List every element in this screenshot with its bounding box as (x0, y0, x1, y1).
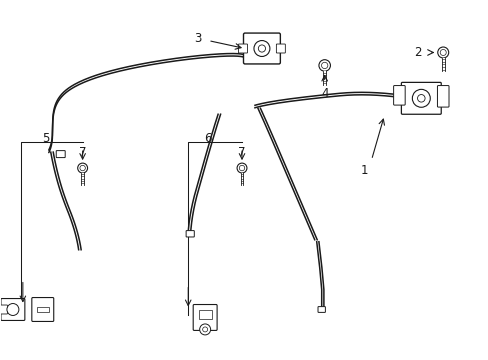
Circle shape (199, 324, 210, 335)
FancyBboxPatch shape (0, 305, 7, 314)
FancyBboxPatch shape (186, 231, 194, 237)
Text: 7: 7 (238, 145, 245, 159)
Circle shape (411, 89, 429, 107)
Bar (441, 58, 444, 71)
Bar (198, 310, 211, 319)
Circle shape (78, 163, 87, 173)
Circle shape (80, 165, 85, 171)
FancyBboxPatch shape (1, 298, 25, 320)
FancyBboxPatch shape (32, 298, 54, 321)
FancyBboxPatch shape (401, 82, 440, 114)
FancyBboxPatch shape (393, 86, 405, 105)
Text: 3: 3 (194, 32, 202, 45)
Circle shape (437, 47, 448, 58)
Bar (37, 306, 49, 312)
Circle shape (417, 95, 424, 102)
FancyBboxPatch shape (276, 44, 285, 53)
Text: 7: 7 (79, 145, 86, 159)
FancyBboxPatch shape (193, 305, 217, 330)
FancyBboxPatch shape (238, 44, 247, 53)
Text: 2: 2 (413, 46, 421, 59)
Circle shape (237, 163, 246, 173)
Text: 4: 4 (320, 87, 328, 100)
Text: 6: 6 (204, 132, 211, 145)
Text: 5: 5 (42, 132, 49, 145)
Circle shape (318, 60, 330, 71)
Text: 1: 1 (360, 164, 367, 177)
FancyBboxPatch shape (56, 150, 65, 158)
Bar (240, 173, 243, 185)
Circle shape (439, 49, 446, 55)
FancyBboxPatch shape (437, 86, 448, 107)
Circle shape (7, 303, 19, 315)
Circle shape (239, 165, 244, 171)
FancyBboxPatch shape (317, 307, 325, 312)
Circle shape (202, 327, 207, 332)
Bar (323, 71, 325, 85)
Circle shape (321, 62, 327, 69)
Circle shape (258, 45, 265, 52)
FancyBboxPatch shape (243, 33, 280, 64)
Bar (81, 173, 84, 185)
Circle shape (253, 41, 269, 57)
